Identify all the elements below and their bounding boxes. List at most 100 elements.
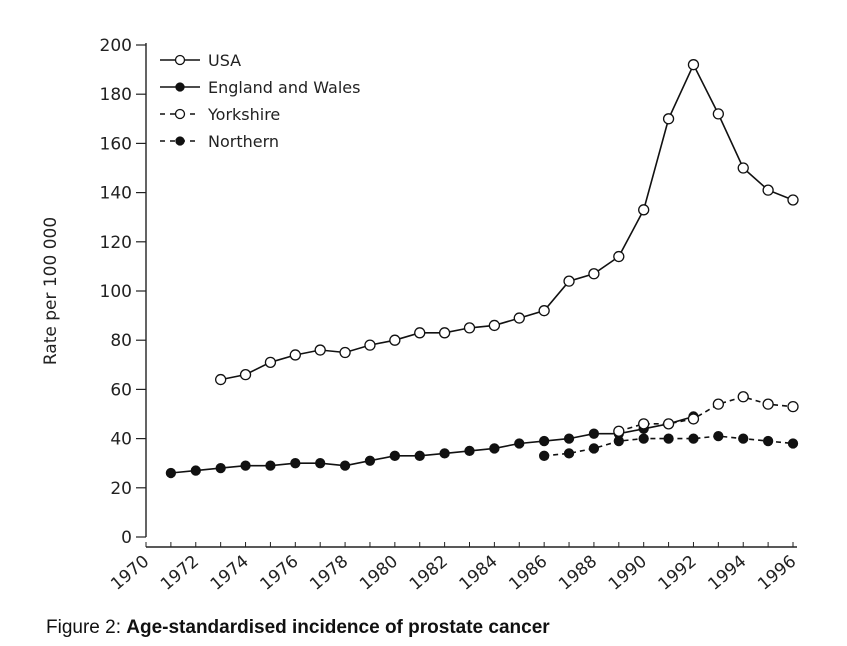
data-point-yorkshire	[638, 418, 650, 430]
data-point-england-and-wales	[240, 460, 251, 471]
caption-title: Age-standardised incidence of prostate c…	[126, 617, 550, 638]
data-point-usa	[414, 327, 426, 339]
y-tick-label: 60	[110, 380, 132, 400]
data-point-yorkshire	[662, 418, 675, 430]
data-point-northern	[613, 435, 624, 447]
x-tick-label: 1996	[754, 552, 800, 595]
y-tick-label: 0	[121, 528, 132, 548]
legend-marker	[174, 108, 186, 120]
figure-caption: Figure 2: Age-standardised incidence of …	[46, 617, 550, 639]
series-line-usa	[220, 62, 794, 381]
data-point-usa	[264, 356, 277, 368]
data-point-yorkshire	[737, 391, 749, 403]
data-point-northern	[762, 435, 774, 447]
data-point-usa	[588, 268, 600, 280]
data-point-northern	[588, 443, 600, 454]
legend-label: USA	[208, 51, 241, 70]
data-point-england-and-wales	[215, 462, 226, 474]
x-tick-label: 1978	[306, 552, 352, 595]
data-point-usa	[513, 312, 525, 324]
data-point-northern	[539, 450, 550, 461]
data-point-england-and-wales	[539, 435, 550, 447]
x-tick-label: 1988	[555, 552, 601, 595]
data-point-usa	[364, 339, 376, 351]
data-point-usa	[289, 349, 301, 361]
data-point-england-and-wales	[290, 458, 301, 469]
data-point-northern	[713, 430, 724, 442]
data-point-yorkshire	[712, 398, 724, 410]
x-tick-label: 1986	[505, 552, 551, 595]
y-tick-label: 140	[100, 184, 132, 204]
data-point-usa	[787, 194, 799, 206]
y-tick-label: 180	[100, 85, 132, 105]
data-point-usa	[538, 305, 550, 317]
data-point-northern	[638, 433, 649, 444]
data-point-usa	[638, 204, 650, 216]
legend-label: England and Wales	[208, 78, 360, 97]
y-tick-label: 40	[110, 430, 132, 450]
x-tick-label: 1980	[356, 552, 402, 595]
data-point-england-and-wales	[165, 467, 177, 479]
x-tick-label: 1976	[257, 552, 303, 595]
data-point-yorkshire	[787, 400, 799, 413]
data-point-northern	[688, 433, 699, 444]
x-tick-label: 1982	[406, 552, 452, 595]
data-point-usa	[438, 327, 451, 339]
x-tick-label: 1972	[157, 552, 203, 595]
y-tick-label: 160	[100, 134, 132, 154]
x-tick-label: 1990	[605, 552, 651, 595]
data-point-northern	[787, 438, 799, 449]
series-line-england-and-wales	[170, 415, 694, 474]
data-point-yorkshire	[687, 413, 700, 425]
data-point-england-and-wales	[364, 455, 376, 466]
data-point-usa	[239, 368, 252, 381]
data-point-england-and-wales	[190, 465, 201, 476]
caption-prefix: Figure 2:	[46, 617, 127, 638]
data-point-usa	[712, 108, 724, 120]
data-point-northern	[663, 433, 674, 444]
data-point-yorkshire	[613, 425, 625, 437]
data-point-usa	[215, 373, 227, 386]
x-tick-label: 1974	[207, 552, 253, 595]
x-tick-label: 1994	[704, 552, 750, 595]
data-point-england-and-wales	[439, 448, 450, 459]
y-tick-label: 80	[110, 331, 132, 351]
data-point-usa	[613, 250, 625, 263]
data-point-usa	[563, 275, 575, 287]
data-point-england-and-wales	[389, 450, 400, 461]
y-tick-label: 100	[100, 282, 132, 302]
data-point-england-and-wales	[563, 433, 575, 444]
data-point-usa	[662, 113, 675, 125]
data-point-england-and-wales	[414, 450, 425, 461]
x-tick-label: 1970	[107, 552, 153, 595]
data-point-usa	[488, 319, 501, 332]
data-point-usa	[339, 346, 351, 359]
x-tick-label: 1984	[456, 552, 502, 595]
legend-marker	[175, 82, 185, 92]
data-point-usa	[314, 344, 326, 356]
data-point-usa	[687, 59, 700, 71]
data-point-england-and-wales	[514, 438, 525, 449]
y-tick-label: 20	[110, 479, 132, 499]
y-tick-label: 200	[100, 36, 132, 56]
data-point-england-and-wales	[265, 460, 276, 471]
data-point-northern	[738, 433, 749, 444]
y-tick-label: 120	[100, 233, 132, 253]
legend-label: Yorkshire	[207, 105, 280, 124]
data-point-usa	[389, 334, 401, 346]
data-point-england-and-wales	[464, 445, 475, 457]
data-point-england-and-wales	[588, 428, 600, 439]
data-point-england-and-wales	[339, 460, 351, 471]
data-point-usa	[463, 322, 476, 334]
legend-marker	[174, 54, 186, 66]
y-axis-label: Rate per 100 000	[41, 217, 61, 365]
legend-label: Northern	[208, 132, 279, 151]
data-point-usa	[737, 162, 749, 174]
data-point-northern	[563, 448, 575, 459]
data-point-yorkshire	[762, 398, 774, 410]
legend-marker	[175, 136, 185, 146]
data-point-england-and-wales	[315, 458, 326, 469]
data-point-england-and-wales	[489, 443, 500, 454]
